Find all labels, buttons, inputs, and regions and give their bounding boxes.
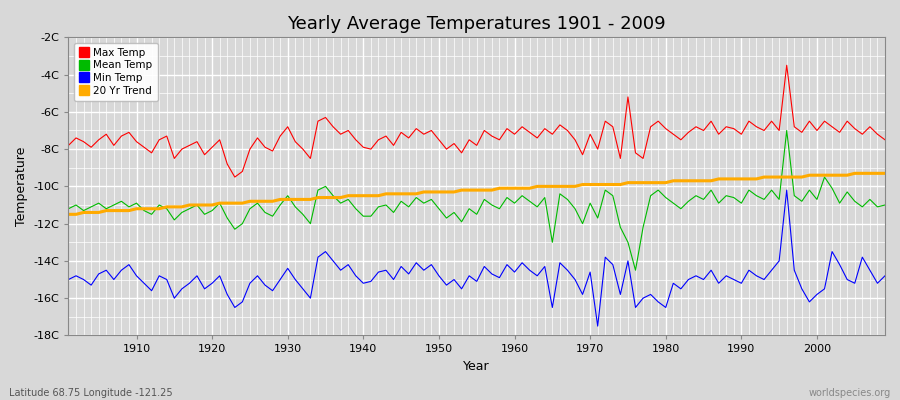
Min Temp xyxy=(781,188,792,192)
Y-axis label: Temperature: Temperature xyxy=(15,147,28,226)
Max Temp xyxy=(509,132,520,137)
Text: Latitude 68.75 Longitude -121.25: Latitude 68.75 Longitude -121.25 xyxy=(9,388,173,398)
Min Temp xyxy=(290,277,301,282)
Min Temp xyxy=(123,262,134,267)
Max Temp xyxy=(297,147,308,152)
Min Temp xyxy=(335,268,346,273)
Max Temp xyxy=(343,128,354,133)
Text: worldspecies.org: worldspecies.org xyxy=(809,388,891,398)
Max Temp xyxy=(63,143,74,148)
Mean Temp xyxy=(879,203,890,208)
Max Temp xyxy=(608,124,618,129)
Mean Temp xyxy=(600,188,611,192)
Mean Temp xyxy=(63,206,74,211)
20 Yr Trend xyxy=(335,195,346,200)
Max Temp xyxy=(879,137,890,142)
Mean Temp xyxy=(335,201,346,206)
Line: Mean Temp: Mean Temp xyxy=(68,130,885,270)
Legend: Max Temp, Mean Temp, Min Temp, 20 Yr Trend: Max Temp, Mean Temp, Min Temp, 20 Yr Tre… xyxy=(74,42,158,101)
20 Yr Trend xyxy=(63,212,74,217)
Min Temp xyxy=(608,262,618,267)
Min Temp xyxy=(63,277,74,282)
20 Yr Trend xyxy=(879,171,890,176)
Mean Temp xyxy=(290,204,301,209)
20 Yr Trend xyxy=(509,186,520,191)
Mean Temp xyxy=(781,128,792,133)
Mean Temp xyxy=(509,201,520,206)
Mean Temp xyxy=(501,195,512,200)
Title: Yearly Average Temperatures 1901 - 2009: Yearly Average Temperatures 1901 - 2009 xyxy=(287,15,666,33)
20 Yr Trend xyxy=(850,171,860,176)
20 Yr Trend xyxy=(123,208,134,213)
X-axis label: Year: Year xyxy=(464,360,490,373)
Min Temp xyxy=(592,324,603,328)
20 Yr Trend xyxy=(600,182,611,187)
Line: 20 Yr Trend: 20 Yr Trend xyxy=(68,173,885,214)
Max Temp xyxy=(123,130,134,135)
Line: Min Temp: Min Temp xyxy=(68,190,885,326)
Mean Temp xyxy=(630,268,641,273)
20 Yr Trend xyxy=(290,197,301,202)
Mean Temp xyxy=(123,204,134,209)
Min Temp xyxy=(879,274,890,278)
Max Temp xyxy=(230,175,240,180)
Min Temp xyxy=(509,270,520,274)
Line: Max Temp: Max Temp xyxy=(68,65,885,177)
Max Temp xyxy=(517,124,527,129)
Min Temp xyxy=(501,262,512,267)
20 Yr Trend xyxy=(501,186,512,191)
Max Temp xyxy=(781,63,792,68)
